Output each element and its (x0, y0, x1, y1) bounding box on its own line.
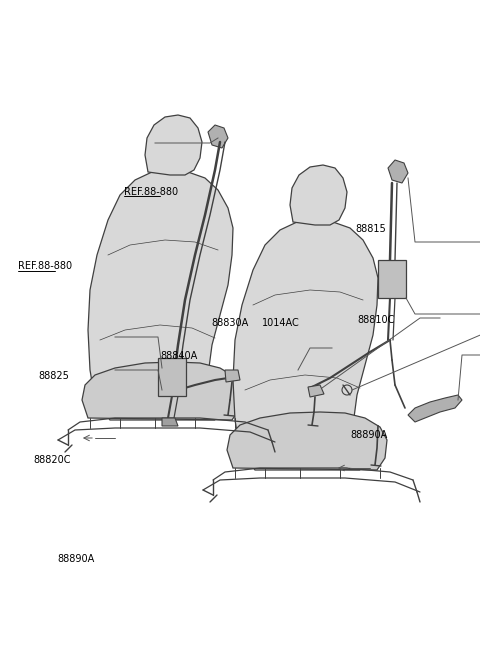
Polygon shape (290, 165, 347, 225)
Polygon shape (308, 385, 324, 397)
Text: 1014AC: 1014AC (262, 318, 300, 328)
Polygon shape (233, 220, 378, 470)
Text: 88820C: 88820C (34, 455, 71, 464)
Text: REF.88-880: REF.88-880 (124, 187, 178, 197)
Text: 88810C: 88810C (358, 315, 395, 325)
Polygon shape (82, 362, 242, 420)
Polygon shape (88, 170, 233, 420)
Text: 88840A: 88840A (161, 351, 198, 361)
Polygon shape (227, 412, 387, 470)
Polygon shape (162, 418, 178, 426)
Text: 88825: 88825 (38, 371, 69, 380)
Bar (158, 358, 186, 396)
Bar (378, 260, 406, 298)
Text: 88815: 88815 (355, 224, 386, 234)
Polygon shape (388, 160, 408, 183)
Text: 88890A: 88890A (58, 554, 95, 564)
Text: 88890A: 88890A (350, 430, 388, 440)
Polygon shape (408, 395, 462, 422)
Text: 88830A: 88830A (211, 318, 249, 328)
Polygon shape (145, 115, 202, 175)
Polygon shape (208, 125, 228, 148)
Text: REF.88-880: REF.88-880 (18, 261, 72, 271)
Polygon shape (225, 370, 240, 382)
